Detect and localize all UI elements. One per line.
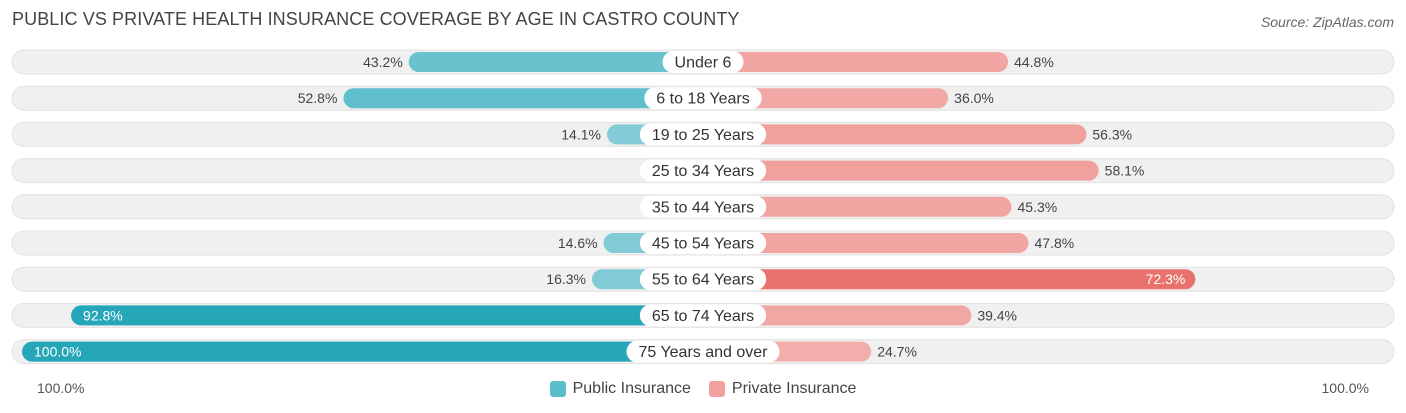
legend-label-public: Public Insurance: [572, 380, 691, 397]
private-bar: [703, 160, 1099, 181]
public-value-label: 14.6%: [558, 235, 598, 251]
public-value-label: 16.3%: [546, 271, 586, 287]
private-value-label: 56.3%: [1092, 126, 1132, 142]
legend-item-private: Private Insurance: [708, 380, 857, 398]
category-pill: [644, 87, 762, 110]
private-value-label: 45.3%: [1017, 199, 1057, 215]
category-label: 55 to 64 Years: [652, 272, 754, 289]
private-value-label: 36.0%: [954, 90, 994, 106]
category-label: 65 to 74 Years: [652, 308, 754, 325]
private-bar: [703, 233, 1029, 253]
category-label: 45 to 54 Years: [652, 236, 754, 253]
category-pill: [626, 340, 780, 363]
public-value-label: 92.8%: [83, 307, 123, 323]
category-label: 25 to 34 Years: [652, 163, 754, 180]
public-value-label: 43.2%: [363, 54, 403, 70]
private-value-label: 44.8%: [1014, 54, 1054, 70]
category-label: 35 to 44 Years: [652, 199, 754, 216]
category-pill: [662, 51, 744, 73]
legend-label-private: Private Insurance: [731, 380, 857, 397]
private-bar: [703, 52, 1009, 72]
private-value-label: 39.4%: [977, 307, 1017, 323]
legend-item-public: Public Insurance: [549, 380, 691, 398]
legend: Public Insurance Private Insurance: [0, 378, 1406, 400]
legend-swatch-public: [549, 381, 566, 397]
chart-title: PUBLIC VS PRIVATE HEALTH INSURANCE COVER…: [12, 9, 740, 29]
diverging-bar-chart: 43.2% 44.8% Under 6 52.8% 36.0% 6 to 18 Years…: [11, 49, 1395, 365]
public-bar: [408, 52, 703, 72]
category-pill: [639, 268, 767, 291]
public-bar: [71, 305, 704, 326]
public-bar: [22, 341, 703, 362]
public-value-label: 100.0%: [34, 344, 81, 360]
private-bar: [703, 305, 972, 326]
public-value-label: 52.8%: [298, 90, 338, 106]
private-value-label: 24.7%: [877, 344, 917, 360]
private-bar: [703, 196, 1012, 217]
category-pill: [639, 304, 767, 327]
private-value-label: 58.1%: [1105, 163, 1145, 179]
legend-swatch-private: [708, 381, 725, 397]
private-value-label: 72.3%: [1146, 271, 1186, 287]
private-value-label: 47.8%: [1035, 235, 1075, 251]
public-bar: [343, 88, 703, 109]
public-value-label: 14.1%: [561, 126, 601, 142]
category-label: Under 6: [675, 55, 732, 72]
private-bar: [703, 124, 1087, 145]
private-bar: [703, 88, 949, 109]
source-credit: Source: ZipAtlas.com: [1260, 14, 1394, 30]
category-pill: [639, 232, 767, 254]
category-pill: [639, 195, 767, 218]
axis-left-label: 100.0%: [37, 380, 85, 396]
category-label: 75 Years and over: [639, 344, 769, 361]
private-bar: [703, 269, 1196, 290]
category-label: 6 to 18 Years: [656, 91, 749, 108]
category-pill: [639, 123, 767, 146]
category-label: 19 to 25 Years: [652, 127, 754, 144]
category-pill: [639, 159, 767, 182]
axis-right-label: 100.0%: [1321, 380, 1369, 396]
